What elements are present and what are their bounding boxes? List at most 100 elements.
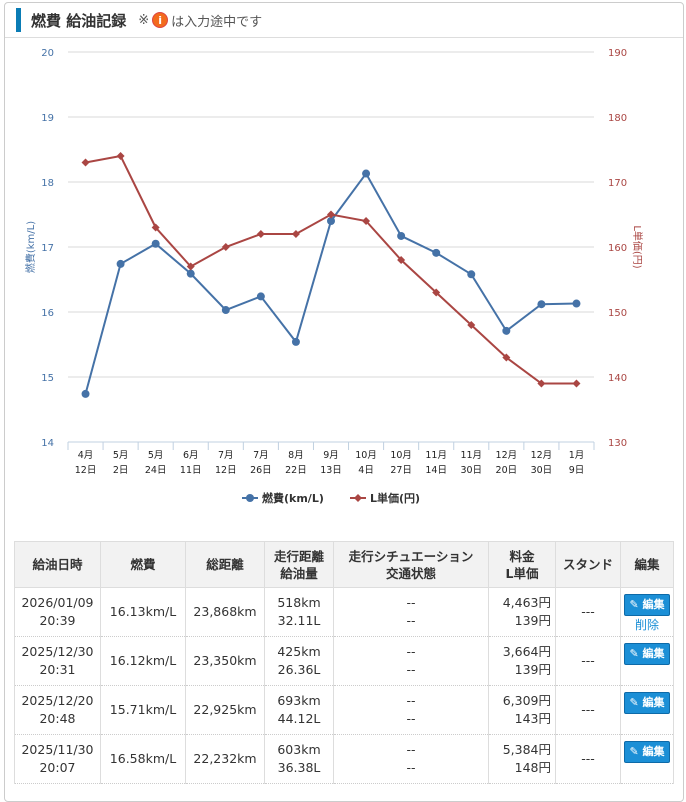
column-header: 給油日時 (14, 541, 101, 588)
x-tick-label: 20日 (496, 465, 518, 476)
table-cell: 23,868km (185, 587, 265, 637)
edit-label: 編集 (642, 696, 665, 709)
legend-label: L単価(円) (370, 491, 420, 505)
edit-button[interactable]: ✎ 編集 (624, 692, 670, 714)
data-point (151, 239, 160, 248)
x-tick-label: 27日 (390, 465, 412, 476)
table-cell: 693km 44.12L (264, 685, 334, 735)
legend-label: 燃費(km/L) (261, 491, 324, 505)
data-point (116, 152, 125, 160)
data-point (502, 326, 511, 335)
column-header: 料金 L単価 (488, 541, 556, 588)
column-header-label: スタンド (562, 557, 613, 572)
page-title: 燃費 給油記録 (31, 11, 127, 30)
cell-total: 23,868km (193, 604, 257, 619)
left-tick-label: 20 (41, 48, 54, 59)
cell-time: 20:31 (39, 662, 76, 677)
cell-amount: 32.11L (277, 613, 321, 628)
edit-label: 編集 (642, 647, 665, 660)
table-row: 2025/12/30 20:31 16.12km/L 23,350km 425km 26.… (14, 636, 674, 686)
x-tick-label: 6月 (183, 450, 199, 461)
column-header-label: 料金 (509, 548, 535, 564)
delete-link[interactable]: 削除 (634, 618, 659, 632)
table-row: 2025/12/20 20:48 15.71km/L 22,925km 693km 44.… (14, 685, 674, 735)
data-point (572, 379, 581, 388)
x-tick-label: 7月 (253, 450, 269, 461)
cell-price: 3,664円 (502, 644, 551, 659)
right-tick-label: 160 (608, 243, 627, 254)
x-tick-label: 10月 (355, 450, 377, 461)
cell-price: 5,384円 (502, 742, 551, 757)
data-point (397, 231, 406, 240)
cell-traffic: -- (406, 760, 416, 775)
x-tick-label: 4日 (358, 465, 374, 476)
data-point (362, 169, 371, 178)
table-cell: 518km 32.11L (264, 587, 334, 637)
x-tick-label: 12日 (215, 465, 237, 476)
cell-price: 4,463円 (502, 595, 551, 610)
table-cell: -- -- (333, 587, 489, 637)
x-tick-label: 22日 (285, 465, 307, 476)
edit-button[interactable]: ✎ 編集 (624, 643, 670, 665)
left-tick-label: 19 (41, 113, 54, 124)
cell-dist: 603km (277, 742, 321, 757)
cell-total: 22,232km (193, 751, 257, 766)
data-point (467, 270, 476, 279)
column-header-label: 給油日時 (32, 557, 83, 572)
table-cell: 4,463円 139円 (488, 587, 556, 637)
table-cell: 16.58km/L (100, 734, 186, 784)
x-tick-label: 30日 (531, 465, 553, 476)
cell-dist: 518km (277, 595, 321, 610)
column-header: 燃費 (100, 541, 186, 588)
edit-button[interactable]: ✎ 編集 (624, 741, 670, 763)
column-header: 走行距離 給油量 (264, 541, 334, 588)
cell-fuel: 16.12km/L (109, 653, 177, 668)
note-text: は入力途中です (171, 14, 263, 30)
left-tick-label: 14 (41, 438, 54, 449)
data-point (256, 230, 265, 238)
x-tick-label: 9日 (569, 465, 585, 476)
cell-amount: 26.36L (277, 662, 321, 677)
data-point (327, 217, 335, 225)
table-cell: 22,925km (185, 685, 265, 735)
x-tick-label: 12月 (531, 450, 553, 461)
x-tick-label: 11月 (460, 450, 482, 461)
x-tick-label: 1月 (569, 450, 585, 461)
data-point (151, 223, 160, 232)
table-cell: 2025/12/30 20:31 (14, 636, 101, 686)
cell-unit: 148円 (514, 760, 551, 775)
x-tick-label: 5月 (113, 450, 129, 461)
data-point (186, 269, 195, 278)
cell-total: 23,350km (193, 653, 257, 668)
column-header: 総距離 (185, 541, 265, 588)
cell-unit: 139円 (514, 662, 551, 677)
edit-icon: ✎ (629, 696, 639, 709)
x-tick-label: 30日 (460, 465, 482, 476)
column-header: 走行シチュエーション 交通状態 (333, 541, 489, 588)
edit-button[interactable]: ✎ 編集 (624, 594, 670, 616)
table-cell: 3,664円 139円 (488, 636, 556, 686)
x-tick-label: 10月 (390, 450, 412, 461)
data-point (327, 210, 335, 219)
x-tick-label: 24日 (145, 465, 167, 476)
right-tick-label: 130 (608, 438, 627, 449)
column-header-label: 給油量 (280, 565, 318, 581)
note-prefix: ※ (138, 12, 150, 28)
edit-icon: ✎ (629, 745, 639, 758)
x-tick-label: 14日 (425, 465, 447, 476)
cell-stand: --- (581, 702, 595, 717)
left-axis-title: 燃費(km/L) (24, 221, 37, 273)
cell-price: 6,309円 (502, 693, 551, 708)
edit-icon: ✎ (629, 598, 639, 611)
cell-date: 2025/12/20 (21, 693, 94, 708)
column-header: 編集 (620, 541, 674, 588)
column-header-label: 編集 (634, 557, 660, 572)
right-axis-title: L単価(円) (631, 225, 644, 268)
x-tick-label: 11日 (180, 465, 202, 476)
series-line (85, 154, 577, 385)
x-tick-label: 9月 (323, 450, 339, 461)
data-point (397, 256, 406, 264)
table-cell: 5,384円 148円 (488, 734, 556, 784)
cell-fuel: 16.58km/L (109, 751, 177, 766)
data-point (186, 262, 195, 271)
